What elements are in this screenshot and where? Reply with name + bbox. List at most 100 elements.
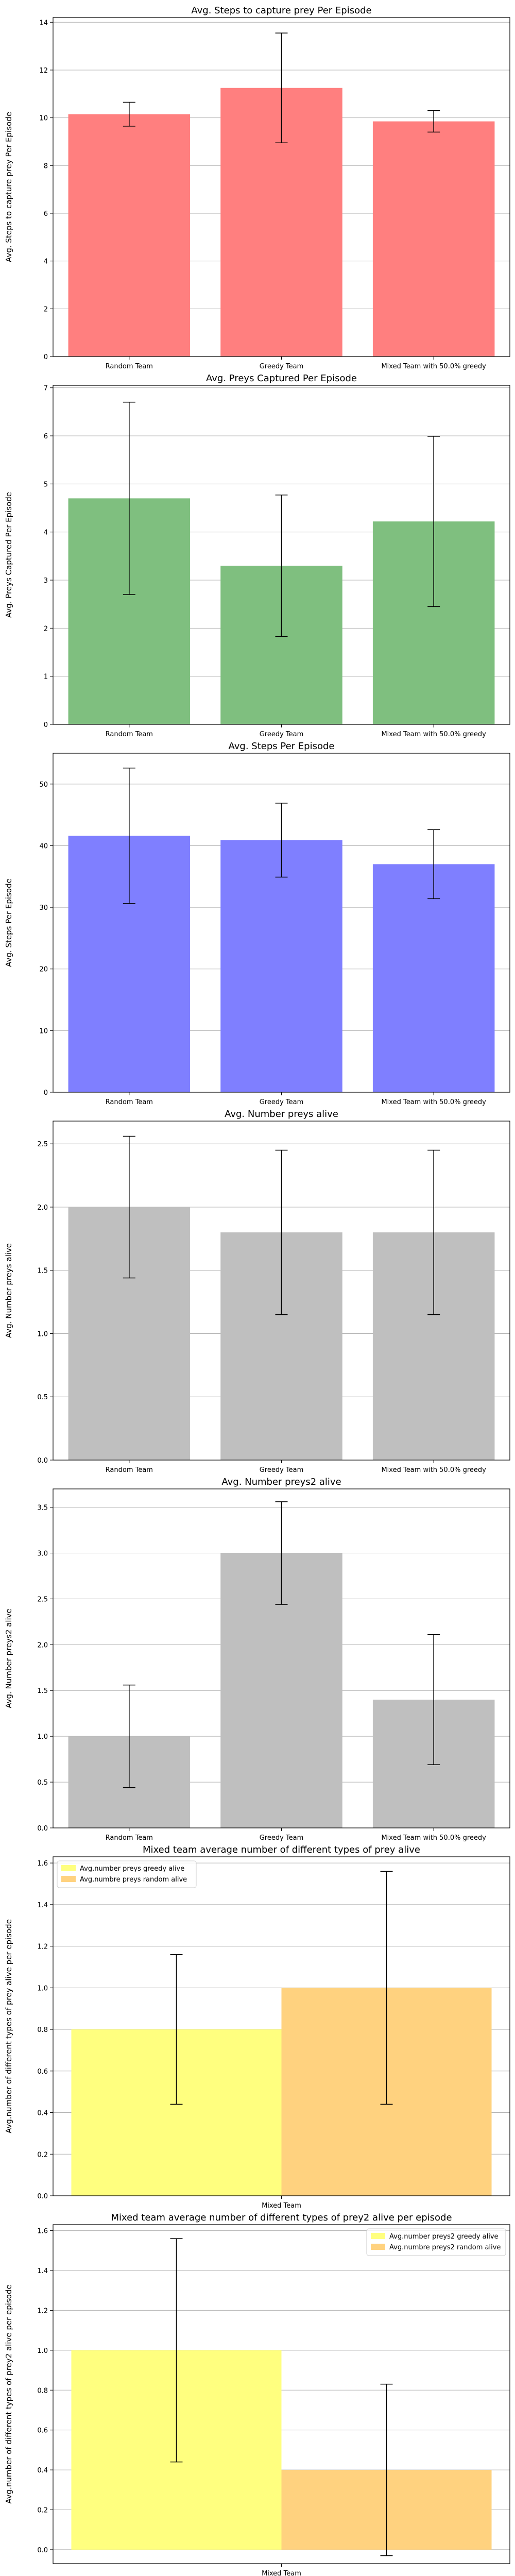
x-tick-label: Random Team — [106, 1466, 153, 1474]
x-tick-label: Greedy Team — [260, 1466, 304, 1474]
y-tick-label: 1.4 — [37, 1902, 48, 1909]
x-tick-label: Mixed Team with 50.0% greedy — [381, 363, 486, 370]
y-tick-label: 1.0 — [37, 1330, 48, 1338]
y-tick-label: 0 — [44, 353, 48, 361]
y-tick-label: 2.0 — [37, 1204, 48, 1212]
plot-frame — [53, 1121, 510, 1461]
x-tick-label: Random Team — [106, 1834, 153, 1842]
y-tick-label: 1.0 — [37, 2347, 48, 2355]
y-tick-label: 1.2 — [37, 1943, 48, 1951]
x-tick-label: Random Team — [106, 1098, 153, 1106]
y-tick-label: 50 — [39, 781, 48, 789]
chart-title: Avg. Number preys alive — [225, 1109, 338, 1120]
chart-panel-3: Avg. Steps Per Episode Avg. Steps Per Epi… — [4, 741, 510, 1106]
y-axis-label: Avg.number of different types of prey al… — [4, 1919, 13, 2133]
y-tick-label: 2 — [44, 625, 48, 633]
legend-label: Avg.number preys greedy alive — [80, 1865, 184, 1873]
y-axis-label: Avg. Steps Per Episode — [4, 878, 13, 967]
x-tick-label: Mixed Team with 50.0% greedy — [381, 731, 486, 738]
plot-frame — [53, 1856, 510, 2196]
y-tick-label: 40 — [39, 842, 48, 850]
bar — [220, 840, 342, 1092]
chart-title: Avg. Preys Captured Per Episode — [206, 373, 357, 384]
y-tick-label: 0.8 — [37, 2026, 48, 2034]
chart-panel-5: Avg. Number preys2 alive Avg. Number prey… — [4, 1477, 510, 1842]
y-tick-label: 8 — [44, 162, 48, 170]
legend: Avg.number preys greedy alive Avg.numbre … — [57, 1860, 197, 1888]
y-tick-label: 0.6 — [37, 2427, 48, 2435]
y-tick-label: 10 — [39, 1027, 48, 1035]
y-tick-label: 3.5 — [37, 1504, 48, 1512]
y-tick-label: 0.2 — [37, 2151, 48, 2159]
y-tick-label: 0.0 — [37, 2547, 48, 2554]
bar — [372, 864, 495, 1092]
y-tick-label: 2.5 — [37, 1141, 48, 1148]
x-tick-label: Mixed Team with 50.0% greedy — [381, 1098, 486, 1106]
y-tick-label: 30 — [39, 904, 48, 912]
chart-title: Mixed team average number of different t… — [111, 2212, 452, 2223]
y-tick-label: 3 — [44, 577, 48, 585]
y-tick-label: 6 — [44, 210, 48, 218]
y-tick-label: 3.0 — [37, 1550, 48, 1557]
y-tick-label: 0.8 — [37, 2387, 48, 2395]
y-tick-label: 0.4 — [37, 2467, 48, 2475]
x-tick-label: Greedy Team — [260, 1834, 304, 1842]
chart-panel-2: Avg. Preys Captured Per Episode Avg. Prey… — [4, 373, 510, 738]
y-tick-label: 0.0 — [37, 1825, 48, 1833]
y-tick-label: 1.6 — [37, 2228, 48, 2235]
legend-label: Avg.numbre preys2 random alive — [389, 2244, 501, 2251]
y-axis-label: Avg. Preys Captured Per Episode — [4, 492, 13, 618]
y-tick-label: 0.2 — [37, 2506, 48, 2514]
y-tick-label: 7 — [44, 385, 48, 393]
y-tick-label: 2.0 — [37, 1641, 48, 1649]
y-tick-label: 1.5 — [37, 1267, 48, 1275]
y-tick-label: 6 — [44, 433, 48, 440]
y-axis-label: Avg. Number preys2 alive — [4, 1608, 13, 1708]
y-tick-label: 1.0 — [37, 1733, 48, 1741]
chart-panel-6: Mixed team average number of different t… — [4, 1844, 510, 2210]
x-tick-label: Random Team — [106, 363, 153, 370]
y-tick-label: 10 — [39, 115, 48, 123]
y-tick-label: 20 — [39, 966, 48, 974]
y-tick-label: 0 — [44, 721, 48, 729]
y-tick-label: 1.4 — [37, 2267, 48, 2275]
y-tick-label: 2.5 — [37, 1596, 48, 1603]
y-tick-label: 1.2 — [37, 2307, 48, 2315]
y-tick-label: 0.6 — [37, 2068, 48, 2076]
bar — [68, 114, 191, 357]
y-axis-label: Avg. Number preys alive — [4, 1243, 13, 1338]
legend-swatch — [61, 1865, 76, 1871]
chart-title: Avg. Steps to capture prey Per Episode — [191, 5, 371, 16]
x-tick-label: Mixed Team with 50.0% greedy — [381, 1466, 486, 1474]
y-tick-label: 0.4 — [37, 2110, 48, 2117]
plot-frame — [53, 17, 510, 357]
y-tick-label: 1.5 — [37, 1687, 48, 1695]
x-tick-label: Greedy Team — [260, 363, 304, 370]
y-tick-label: 0.5 — [37, 1779, 48, 1787]
x-tick-label: Mixed Team — [262, 2202, 301, 2210]
y-tick-label: 1 — [44, 673, 48, 681]
x-tick-label: Mixed Team with 50.0% greedy — [381, 1834, 486, 1842]
y-tick-label: 4 — [44, 529, 48, 537]
legend-box — [57, 1860, 197, 1888]
y-tick-label: 12 — [39, 67, 48, 75]
plot-frame — [53, 2224, 510, 2564]
plot-frame — [53, 385, 510, 725]
y-tick-label: 0.5 — [37, 1394, 48, 1401]
chart-panel-7: Mixed team average number of different t… — [4, 2212, 510, 2576]
legend-box — [366, 2228, 506, 2256]
y-tick-label: 2 — [44, 306, 48, 313]
legend-label: Avg.numbre preys random alive — [80, 1876, 187, 1884]
chart-panel-1: Avg. Steps to capture prey Per Episode Av… — [4, 5, 510, 370]
legend: Avg.number preys2 greedy alive Avg.numbre… — [366, 2228, 506, 2256]
y-tick-label: 5 — [44, 481, 48, 488]
y-axis-label: Avg. Steps to capture prey Per Episode — [4, 112, 13, 262]
bar — [372, 121, 495, 357]
y-tick-label: 14 — [39, 19, 48, 27]
plot-frame — [53, 753, 510, 1093]
y-tick-label: 0 — [44, 1089, 48, 1097]
legend-label: Avg.number preys2 greedy alive — [389, 2233, 499, 2241]
legend-swatch — [371, 2244, 385, 2250]
legend-swatch — [371, 2233, 385, 2239]
